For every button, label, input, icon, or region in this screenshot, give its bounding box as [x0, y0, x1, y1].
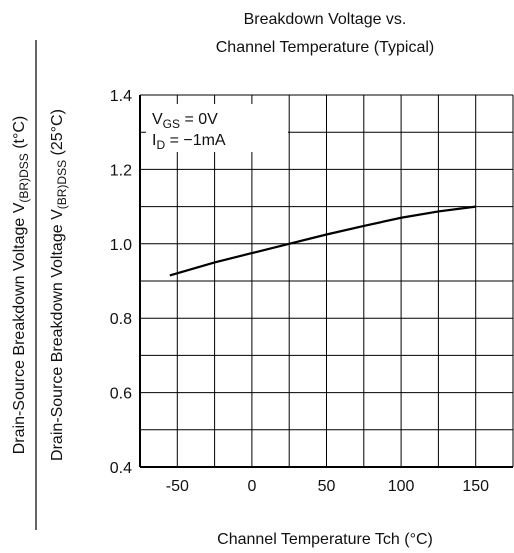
annotation-part: V	[152, 111, 163, 128]
annotation-sub: D	[156, 138, 165, 152]
y-tick-label: 1.2	[110, 162, 132, 179]
annotation-sub: GS	[163, 117, 180, 131]
label-sub: (BR)DSS	[17, 153, 31, 202]
y-tick-label: 1.0	[110, 237, 132, 254]
annotation: ID = −1mA	[152, 132, 226, 152]
y-tick-label: 1.4	[110, 88, 132, 105]
chart-title: Channel Temperature (Typical)	[216, 39, 434, 56]
label-sub: (BR)DSS	[55, 160, 69, 209]
legend-box	[146, 104, 288, 152]
y-axis-label: Drain-Source Breakdown Voltage V(BR)DSS …	[49, 109, 69, 461]
y-label-denominator: Drain-Source Breakdown Voltage V(BR)DSS …	[49, 109, 69, 461]
y-label-numerator: Drain-Source Breakdown Voltage V(BR)DSS …	[11, 116, 31, 455]
chart-title: Breakdown Voltage vs.	[244, 11, 407, 28]
y-tick-label: 0.6	[110, 386, 132, 403]
x-tick-label: -50	[166, 478, 189, 495]
annotation-part: = −1mA	[165, 132, 226, 149]
annotation-part: = 0V	[180, 111, 218, 128]
y-axis-label: Drain-Source Breakdown Voltage V(BR)DSS …	[11, 116, 31, 455]
label-part: Drain-Source Breakdown Voltage V	[11, 202, 28, 454]
y-tick-label: 0.8	[110, 311, 132, 328]
y-tick-label: 0.4	[110, 460, 132, 477]
x-tick-label: 150	[462, 478, 489, 495]
x-tick-label: 50	[318, 478, 336, 495]
label-part: Drain-Source Breakdown Voltage V	[49, 209, 66, 461]
annotation-part: I	[152, 132, 156, 149]
x-tick-label: 100	[388, 478, 415, 495]
x-axis-label: Channel Temperature Tch (°C)	[217, 531, 433, 548]
x-tick-label: 0	[247, 478, 256, 495]
label-part: (t°C)	[11, 116, 28, 154]
label-part: (25°C)	[49, 109, 66, 160]
data-line	[169, 205, 476, 277]
annotation: VGS = 0V	[152, 111, 218, 131]
